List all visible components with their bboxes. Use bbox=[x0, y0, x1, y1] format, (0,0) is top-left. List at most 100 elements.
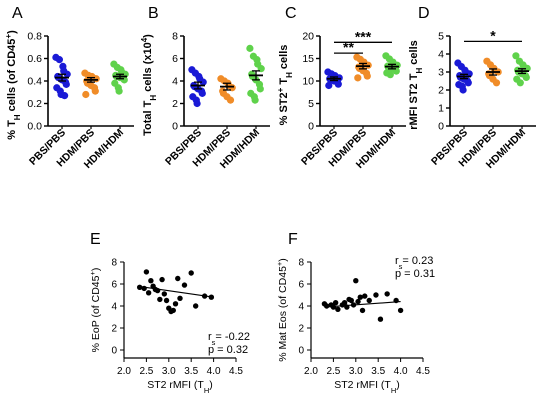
significance-label-c: *** bbox=[355, 28, 372, 44]
data-point-b-group-3 bbox=[256, 85, 264, 93]
y-axis-label-d: rMFI ST2 TH cells bbox=[408, 40, 424, 130]
regression-line-e bbox=[137, 285, 214, 298]
y-tick-label-e: 8 bbox=[111, 258, 117, 269]
panel-letter-d: D bbox=[418, 5, 430, 22]
y-tick-label-f: 8 bbox=[298, 258, 304, 269]
plots-layer: 0.00.20.40.60.8% TH cells (of CD45+)PBS/… bbox=[4, 27, 536, 395]
panel-letter-a: A bbox=[12, 5, 23, 22]
data-point-d-group-3 bbox=[522, 73, 530, 81]
data-point-e bbox=[170, 307, 176, 314]
data-point-a-group-1 bbox=[55, 56, 64, 64]
y-tick-label-b: 4 bbox=[172, 76, 178, 88]
data-point-f bbox=[397, 307, 404, 314]
data-point-e bbox=[172, 301, 179, 307]
data-point-f bbox=[353, 278, 359, 284]
y-tick-label-e: 2 bbox=[111, 324, 117, 335]
data-point-a-group-1 bbox=[63, 70, 71, 78]
data-point-b-group-1 bbox=[199, 78, 207, 86]
data-point-d-group-2 bbox=[492, 79, 501, 87]
data-point-b-group-3 bbox=[246, 44, 254, 52]
data-point-b-group-1 bbox=[193, 99, 201, 108]
y-axis-label-c: % ST2+ TH cells bbox=[276, 45, 294, 126]
data-point-f bbox=[359, 307, 366, 314]
x-tick-label-e: 3.0 bbox=[162, 366, 176, 377]
data-point-f bbox=[341, 300, 348, 306]
y-tick-label-b: 0 bbox=[172, 121, 178, 133]
y-tick-label-e: 4 bbox=[111, 302, 117, 313]
data-point-f bbox=[330, 304, 337, 310]
data-point-f bbox=[348, 297, 355, 304]
panel-letter-e: E bbox=[90, 231, 101, 248]
data-point-b-group-1 bbox=[198, 89, 206, 97]
data-point-f bbox=[323, 303, 330, 309]
y-tick-label-d: 5 bbox=[438, 31, 444, 43]
data-point-a-group-1 bbox=[61, 92, 69, 100]
y-axis-label-e: % EoP (of CD45+) bbox=[88, 268, 103, 353]
y-tick-label-a: 0.2 bbox=[27, 98, 42, 110]
data-point-c-group-1 bbox=[325, 81, 333, 90]
x-tick-label-f: 4.5 bbox=[416, 366, 430, 377]
data-point-e bbox=[175, 275, 181, 282]
data-point-c-group-3 bbox=[386, 71, 394, 79]
data-point-d-group-1 bbox=[459, 86, 467, 94]
y-tick-label-d: 1 bbox=[438, 103, 444, 115]
y-tick-label-d: 0 bbox=[438, 121, 444, 133]
y-tick-label-b: 8 bbox=[172, 31, 178, 43]
data-point-b-group-2 bbox=[226, 96, 235, 104]
significance-label-d: * bbox=[490, 27, 496, 43]
panel-letter-b: B bbox=[148, 5, 159, 22]
y-tick-label-a: 0.8 bbox=[27, 31, 42, 43]
data-point-a-group-2 bbox=[92, 75, 100, 83]
x-tick-label-e: 4.0 bbox=[207, 366, 221, 377]
x-tick-label-e: 2.5 bbox=[139, 366, 153, 377]
y-tick-label-c: 20 bbox=[302, 31, 314, 43]
data-point-e bbox=[161, 291, 168, 297]
data-point-e bbox=[192, 303, 199, 309]
y-tick-label-d: 2 bbox=[438, 85, 444, 97]
data-point-f bbox=[332, 300, 339, 306]
x-tick-label-f: 2.5 bbox=[326, 366, 340, 377]
data-point-e bbox=[181, 282, 188, 288]
data-point-c-group-1 bbox=[334, 80, 342, 88]
panel-letter-f: F bbox=[288, 231, 298, 248]
y-tick-label-c: 0 bbox=[308, 121, 314, 133]
data-point-e bbox=[177, 295, 183, 301]
data-point-e bbox=[159, 276, 165, 283]
x-tick-label-e: 3.5 bbox=[184, 366, 198, 377]
data-point-f bbox=[355, 298, 361, 305]
y-axis-label-a: % TH cells (of CD45+) bbox=[4, 30, 22, 140]
stats-annotation-f: p = 0.31 bbox=[395, 268, 435, 280]
y-tick-label-e: 0 bbox=[111, 346, 117, 357]
data-point-e bbox=[143, 269, 150, 275]
x-tick-label-f: 2.0 bbox=[304, 366, 318, 377]
x-tick-label-f: 4.0 bbox=[394, 366, 408, 377]
x-axis-label-e: ST2 rMFI (TH) bbox=[147, 379, 213, 395]
data-point-f bbox=[377, 316, 384, 322]
data-point-a-group-2 bbox=[91, 87, 99, 95]
data-point-e bbox=[148, 278, 154, 284]
y-tick-label-a: 0.0 bbox=[27, 121, 42, 133]
y-tick-label-e: 6 bbox=[111, 280, 117, 291]
y-tick-label-f: 4 bbox=[298, 302, 304, 313]
y-axis-label-b: Total TH cells (x104) bbox=[140, 34, 158, 136]
y-tick-label-a: 0.4 bbox=[27, 76, 42, 88]
stats-annotation-f: rs= 0.23 bbox=[395, 255, 433, 271]
data-point-f bbox=[335, 306, 341, 312]
stats-annotation-e: p = 0.32 bbox=[208, 344, 248, 356]
x-tick-label-f: 3.5 bbox=[371, 366, 385, 377]
data-point-a-group-2 bbox=[82, 90, 90, 99]
y-tick-label-c: 5 bbox=[308, 98, 314, 110]
data-point-f bbox=[366, 297, 372, 304]
data-point-e bbox=[157, 296, 163, 303]
x-tick-label-e: 2.0 bbox=[117, 366, 131, 377]
data-point-e bbox=[163, 297, 170, 304]
data-point-f bbox=[357, 294, 363, 300]
y-tick-label-f: 6 bbox=[298, 280, 304, 291]
data-point-d-group-3 bbox=[516, 79, 524, 87]
data-point-e bbox=[188, 270, 194, 276]
data-point-d-group-1 bbox=[464, 79, 472, 87]
data-point-c-group-2 bbox=[354, 74, 362, 82]
data-point-a-group-1 bbox=[62, 80, 70, 88]
data-point-d-group-3 bbox=[512, 52, 520, 60]
